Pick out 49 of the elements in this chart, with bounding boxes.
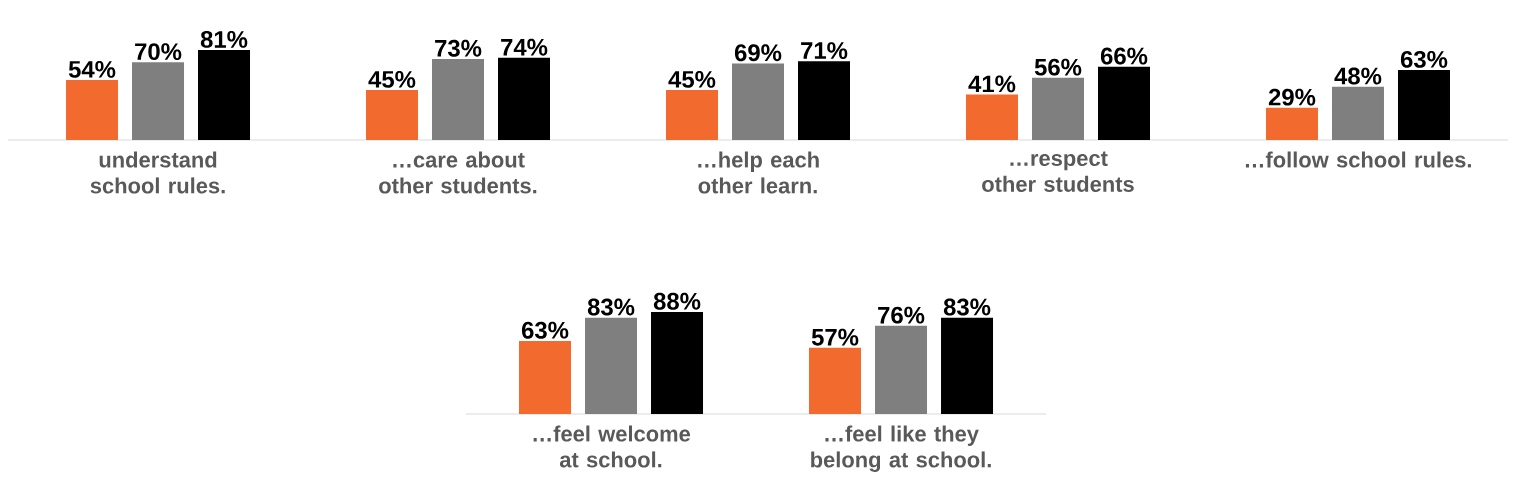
bar xyxy=(66,80,119,140)
data-label: 88% xyxy=(653,292,701,310)
bar xyxy=(1331,86,1384,140)
data-label: 63% xyxy=(1400,50,1448,68)
x-tick-label: …feel like they belong at school. xyxy=(811,425,991,472)
data-label: 56% xyxy=(1034,58,1082,76)
data-label: 45% xyxy=(668,70,716,88)
data-label: 29% xyxy=(1268,88,1316,106)
bar xyxy=(585,317,638,414)
data-label: 74% xyxy=(501,38,548,56)
bar xyxy=(432,58,485,140)
data-label: 76% xyxy=(878,306,925,324)
x-tick-label: …respect other students xyxy=(982,151,1134,192)
bar xyxy=(809,347,862,414)
data-label: 70% xyxy=(135,43,182,61)
data-label: 63% xyxy=(521,321,569,339)
x-tick-label: …help each other learn. xyxy=(698,151,819,194)
bar xyxy=(732,63,784,140)
bar xyxy=(519,340,572,414)
bar xyxy=(666,90,718,140)
data-label: 73% xyxy=(435,39,482,57)
data-label: 83% xyxy=(587,298,635,316)
bar xyxy=(798,61,850,140)
x-tick-label: …follow school rules. xyxy=(1245,151,1471,168)
bar xyxy=(1397,70,1450,140)
data-label: 57% xyxy=(811,328,859,346)
x-tick-label: …care about other students. xyxy=(379,151,537,194)
data-label: 48% xyxy=(1334,67,1382,85)
bar xyxy=(875,325,928,414)
bar xyxy=(651,311,704,414)
bar xyxy=(132,62,185,140)
x-tick-label: …feel welcome at school. xyxy=(533,425,691,468)
data-label: 66% xyxy=(1100,47,1148,65)
data-label: 71% xyxy=(801,42,848,59)
bar xyxy=(366,90,419,140)
bar xyxy=(941,317,994,414)
bar xyxy=(1097,66,1150,140)
bar xyxy=(498,57,551,140)
x-tick-label: understand school rules. xyxy=(90,151,225,194)
bar xyxy=(198,50,251,140)
data-label: 69% xyxy=(734,44,782,62)
bar xyxy=(1265,107,1318,140)
data-label: 45% xyxy=(368,70,416,88)
data-label: 54% xyxy=(68,60,116,78)
data-label: 83% xyxy=(943,298,991,316)
bar xyxy=(1031,77,1084,140)
data-label: 81% xyxy=(200,30,248,48)
bar xyxy=(965,94,1018,140)
data-label: 41% xyxy=(968,75,1016,93)
